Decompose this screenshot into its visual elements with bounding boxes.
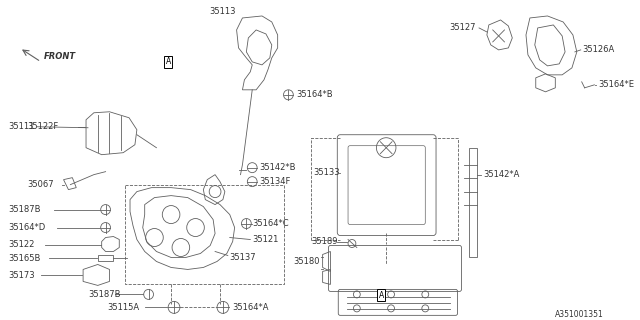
Text: A351001351: A351001351 bbox=[556, 310, 604, 319]
Text: 35165B: 35165B bbox=[8, 254, 40, 263]
Text: 35121: 35121 bbox=[252, 235, 278, 244]
Text: 35115A: 35115A bbox=[108, 303, 140, 312]
Text: 35127: 35127 bbox=[450, 23, 476, 32]
Text: 35122F: 35122F bbox=[28, 122, 59, 131]
Text: 35067: 35067 bbox=[28, 180, 54, 189]
Text: 35187B: 35187B bbox=[8, 205, 40, 214]
Text: A: A bbox=[166, 57, 171, 66]
Text: 35164*D: 35164*D bbox=[8, 223, 45, 232]
Text: 35164*A: 35164*A bbox=[233, 303, 269, 312]
Text: 35180: 35180 bbox=[293, 257, 320, 266]
Text: 35122: 35122 bbox=[8, 240, 34, 249]
Text: 35111: 35111 bbox=[8, 122, 34, 131]
Text: 35173: 35173 bbox=[8, 271, 35, 280]
Text: 35142*B: 35142*B bbox=[259, 163, 296, 172]
Text: 35164*C: 35164*C bbox=[252, 219, 289, 228]
Text: 35142*A: 35142*A bbox=[483, 170, 519, 179]
Text: 35189: 35189 bbox=[311, 237, 337, 246]
Text: 35133: 35133 bbox=[313, 168, 339, 177]
Text: 35113: 35113 bbox=[209, 7, 236, 16]
Text: 35187B: 35187B bbox=[88, 290, 120, 299]
Text: 35137: 35137 bbox=[230, 253, 257, 262]
Text: 35126A: 35126A bbox=[582, 45, 615, 54]
Bar bbox=[469, 148, 477, 258]
Text: FRONT: FRONT bbox=[44, 52, 76, 61]
Text: 35164*B: 35164*B bbox=[296, 90, 333, 99]
Text: 35134F: 35134F bbox=[259, 177, 291, 186]
Text: A: A bbox=[379, 291, 384, 300]
Text: 35164*E: 35164*E bbox=[598, 80, 634, 89]
